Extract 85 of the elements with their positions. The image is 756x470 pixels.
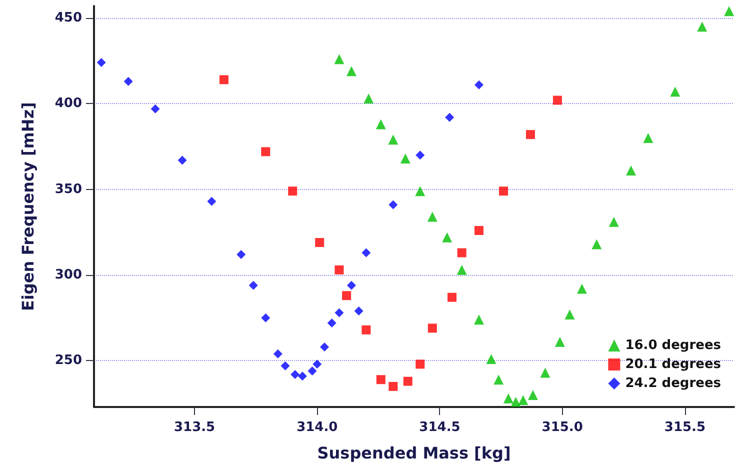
point — [124, 76, 133, 86]
point — [554, 336, 565, 347]
point — [334, 54, 344, 64]
point — [448, 292, 457, 302]
point — [219, 75, 228, 84]
point — [552, 96, 562, 105]
point — [96, 58, 106, 68]
point — [261, 147, 270, 156]
x-tick-label: 315.5 — [664, 420, 706, 435]
point — [320, 342, 329, 352]
y-tick-label: 350 — [54, 182, 82, 197]
point — [388, 382, 398, 391]
point — [474, 226, 484, 235]
point — [564, 309, 575, 320]
point — [403, 376, 412, 386]
point — [427, 212, 438, 222]
y-tick-label: 400 — [54, 96, 82, 112]
point — [415, 186, 426, 196]
point — [592, 239, 602, 250]
point — [526, 130, 535, 140]
point — [510, 396, 521, 407]
point — [150, 104, 160, 114]
x-tick-label: 315.0 — [542, 420, 583, 435]
point — [416, 360, 425, 369]
point — [346, 280, 356, 290]
point — [273, 349, 282, 358]
point — [362, 248, 371, 258]
point — [499, 186, 508, 196]
point — [670, 86, 680, 97]
point — [445, 112, 454, 122]
point — [457, 248, 466, 258]
point — [486, 354, 496, 364]
x-tick-label: 314.0 — [296, 420, 338, 435]
y-tick-label: 450 — [54, 10, 82, 26]
point — [334, 308, 344, 318]
point — [528, 390, 538, 400]
point — [518, 395, 528, 406]
point — [207, 196, 216, 206]
point — [388, 200, 398, 210]
point — [308, 366, 317, 376]
point — [626, 166, 636, 176]
point — [724, 6, 734, 16]
point — [342, 291, 352, 300]
point — [376, 375, 386, 384]
point — [540, 368, 550, 378]
point — [346, 66, 356, 76]
point — [416, 150, 425, 160]
point — [236, 250, 246, 259]
point — [388, 134, 398, 145]
point — [364, 94, 374, 104]
point — [288, 186, 298, 196]
point — [456, 264, 467, 275]
x-axis-title: Suspended Mass [kg] — [317, 444, 511, 462]
point — [474, 80, 484, 90]
point — [312, 360, 322, 369]
point — [442, 232, 452, 242]
point — [248, 280, 258, 290]
legend-label: 24.2 degrees — [625, 376, 722, 391]
y-tick-label: 250 — [54, 353, 82, 368]
point — [327, 318, 336, 328]
x-tick-label: 313.5 — [174, 420, 216, 435]
point — [298, 372, 307, 381]
point — [261, 313, 270, 322]
point — [315, 238, 324, 247]
legend-label: 20.1 degrees — [625, 357, 722, 372]
point — [334, 265, 344, 274]
point — [697, 22, 708, 32]
point — [280, 361, 290, 370]
point — [290, 370, 300, 379]
point — [503, 393, 514, 404]
point — [428, 324, 437, 333]
point — [608, 216, 619, 227]
point — [400, 154, 410, 164]
point — [376, 119, 386, 130]
point — [474, 314, 484, 325]
y-tick-label: 300 — [54, 268, 82, 283]
point — [494, 374, 504, 385]
point — [643, 132, 654, 143]
point — [576, 284, 587, 294]
point — [178, 156, 187, 165]
y-axis-title: Eigen Frequency [mHz] — [18, 102, 38, 311]
point — [362, 325, 371, 334]
x-tick-label: 314.5 — [419, 420, 460, 435]
legend-label: 16.0 degrees — [625, 338, 722, 353]
point — [354, 306, 364, 316]
